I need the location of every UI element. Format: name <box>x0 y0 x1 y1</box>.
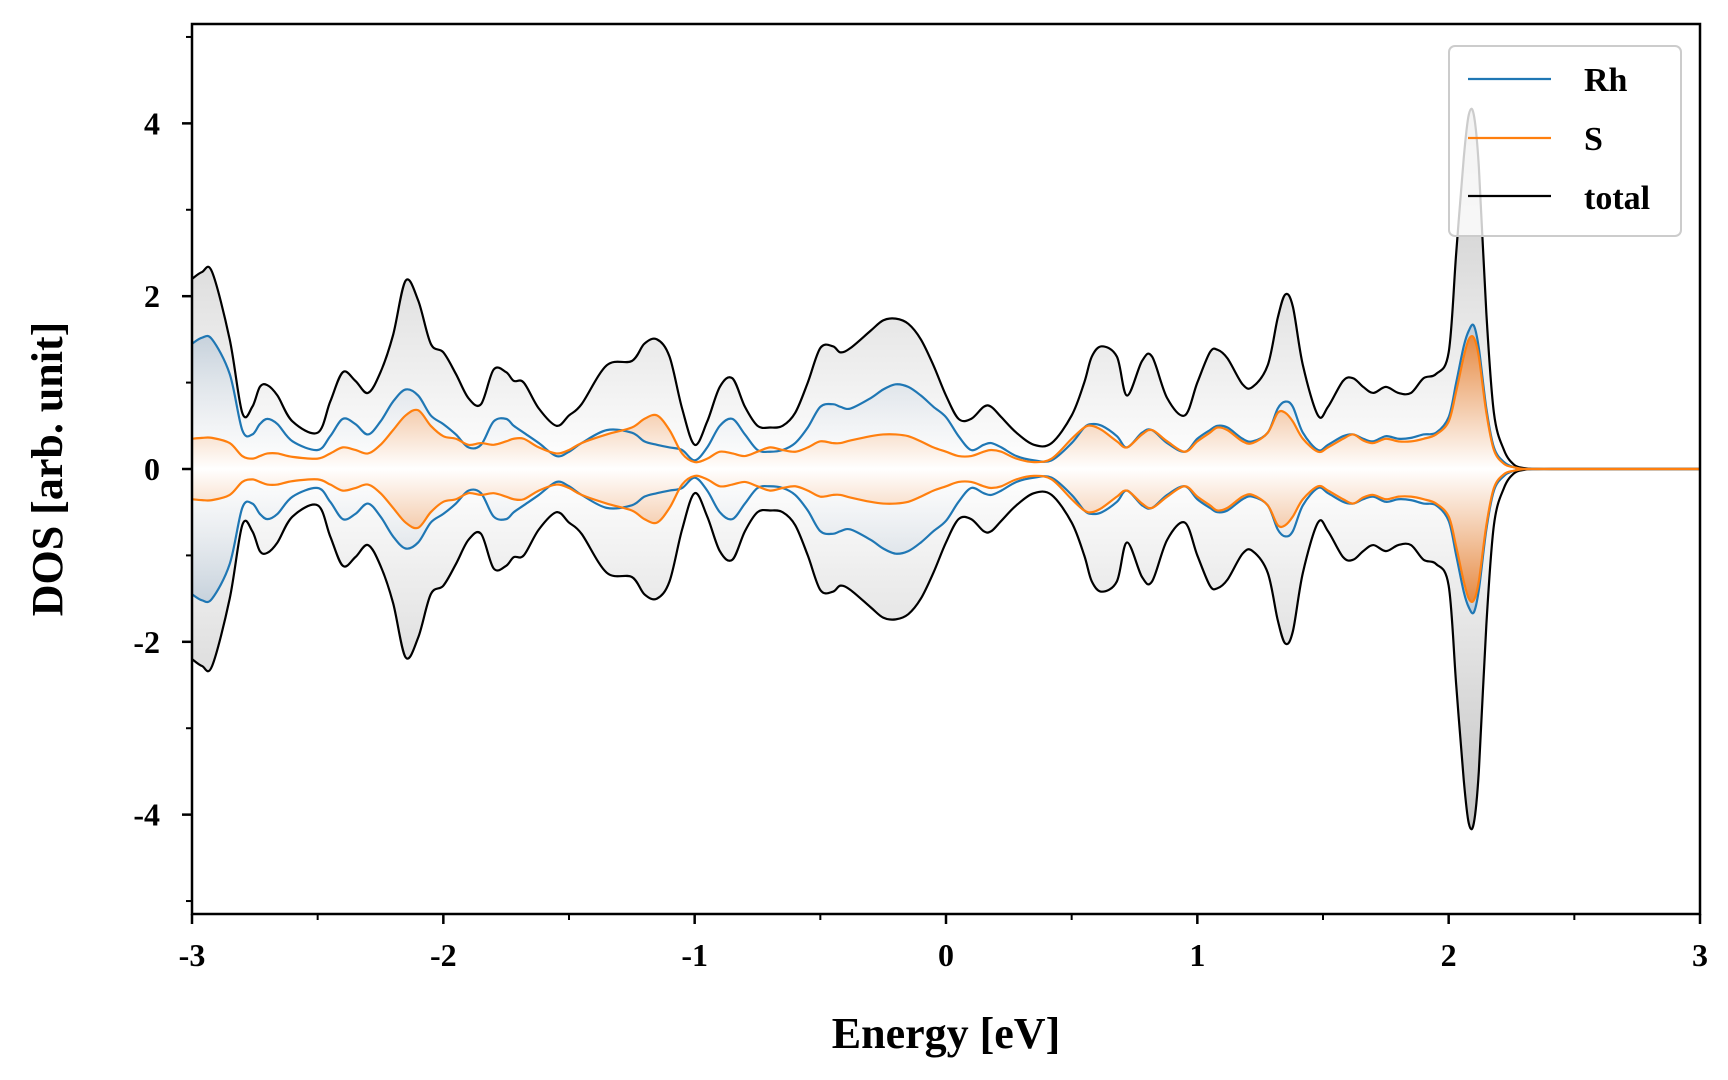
total-line-down <box>192 467 1700 831</box>
y-tick-label: 0 <box>144 451 160 487</box>
total-line-up <box>192 107 1700 471</box>
y-axis-ticks: -4 -2 0 2 4 <box>133 35 192 903</box>
x-axis-title: Energy [eV] <box>832 1009 1061 1058</box>
s-line-up <box>192 335 1700 471</box>
x-tick-label: 2 <box>1441 937 1457 973</box>
rh-line-up <box>192 323 1700 471</box>
y-tick-label: 2 <box>144 278 160 314</box>
x-tick-label: -1 <box>681 937 708 973</box>
s-line-down <box>192 467 1700 603</box>
rh-line-down <box>192 467 1700 615</box>
legend-label-rh: Rh <box>1584 62 1628 99</box>
plot-area <box>192 107 1700 831</box>
legend-label-s: S <box>1584 121 1603 158</box>
y-tick-label: -2 <box>133 624 160 660</box>
x-tick-label: 0 <box>938 937 954 973</box>
y-axis-title: DOS [arb. unit] <box>23 322 72 617</box>
x-axis-ticks: -3 -2 -1 0 1 2 3 <box>179 914 1708 973</box>
legend: Rh S total <box>1448 45 1682 237</box>
legend-box <box>1448 45 1682 237</box>
x-tick-label: -2 <box>430 937 457 973</box>
x-tick-label: -3 <box>179 937 206 973</box>
x-tick-label: 3 <box>1692 937 1708 973</box>
y-tick-label: -4 <box>133 797 160 833</box>
y-tick-label: 4 <box>144 105 160 141</box>
s-dos-area <box>192 336 1700 602</box>
x-tick-label: 1 <box>1189 937 1205 973</box>
legend-label-total: total <box>1584 180 1650 217</box>
